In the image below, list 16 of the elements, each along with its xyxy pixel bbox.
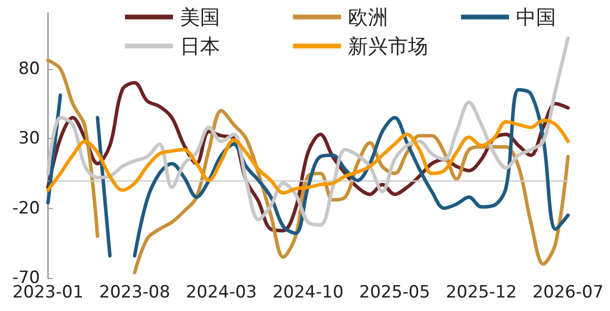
x-tick-label: 2025-12 [446, 282, 517, 302]
legend-label: 新兴市场 [348, 34, 428, 58]
x-tick-label: 2023-08 [99, 282, 170, 302]
line-series [46, 118, 570, 195]
y-tick-label: 80 [18, 58, 40, 79]
y-tick-label: 30 [18, 128, 40, 149]
legend-label: 欧洲 [348, 5, 388, 29]
legend-label: 中国 [516, 5, 556, 29]
legend-label: 日本 [180, 34, 220, 58]
x-tick-label: 2024-10 [272, 282, 344, 302]
x-tick-label: 2024-03 [186, 282, 257, 302]
y-tick-label: -20 [12, 198, 40, 218]
legend-label: 美国 [180, 5, 220, 29]
line-series [46, 36, 570, 227]
x-tick-label: 2025-05 [359, 282, 430, 302]
x-tick-label: 2026-07 [532, 282, 604, 302]
